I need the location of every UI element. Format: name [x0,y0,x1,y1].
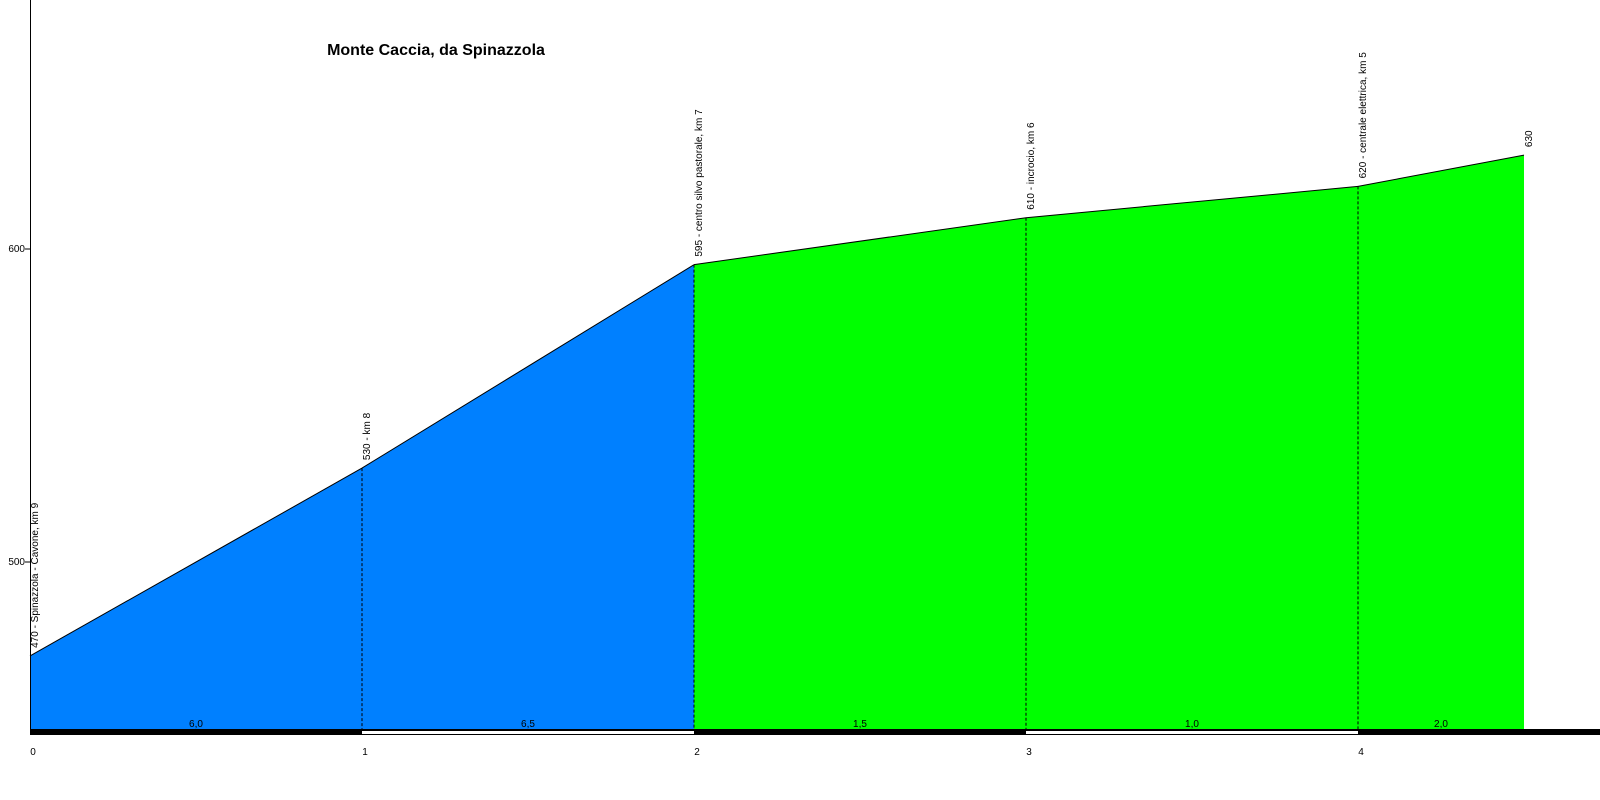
distance-ruler: 6,0 6,5 1,5 1,0 2,0 [30,719,1600,735]
waypoint-labels: 470 - Spinazzola - Cavone, km 9 530 - km … [30,52,1535,648]
profile-segment-4 [1026,186,1358,731]
x-tick-label: 2 [694,747,700,758]
ruler-block-4 [1026,731,1358,734]
profile-outline-5 [1357,154,1525,187]
ruler-bar [30,729,1600,735]
profile-outline-4 [1025,185,1359,219]
axis-tick-labels: 0 1 2 3 4 500 600 [8,244,1364,758]
waypoint-label-3: 595 - centro silvo pastorale, km 7 [694,109,705,257]
waypoint-dividers [361,186,1359,731]
segment-grade-label: 1,0 [1185,719,1199,730]
y-tick-label: 500 [8,557,25,568]
profile-segment-5 [1358,155,1524,732]
profile-outline-2 [361,264,695,469]
x-tick-label: 1 [362,747,368,758]
x-tick-label: 4 [1358,747,1364,758]
ruler-block-2 [362,731,694,734]
waypoint-label-1: 470 - Spinazzola - Cavone, km 9 [30,502,41,648]
chart-title: Monte Caccia, da Spinazzola [327,42,545,59]
waypoint-label-6: 630 [1524,130,1535,147]
segment-grade-label: 6,0 [189,719,203,730]
segment-grade-label: 2,0 [1434,719,1448,730]
waypoint-label-2: 530 - km 8 [362,412,373,460]
x-tick-label: 3 [1026,747,1032,758]
profile-outline-1 [29,467,363,657]
profile-outline-3 [693,217,1027,266]
waypoint-label-5: 620 - centrale elettrica, km 5 [1358,52,1369,179]
waypoint-label-4: 610 - incrocio, km 6 [1026,122,1037,210]
x-tick-label: 0 [30,747,36,758]
profile-segment-1 [30,468,362,731]
segment-grade-label: 1,5 [853,719,867,730]
y-tick-label: 600 [8,244,25,255]
profile-segment-2 [362,264,694,731]
profile-segment-3 [694,217,1026,731]
profile-areas [29,154,1525,732]
segment-grade-label: 6,5 [521,719,535,730]
